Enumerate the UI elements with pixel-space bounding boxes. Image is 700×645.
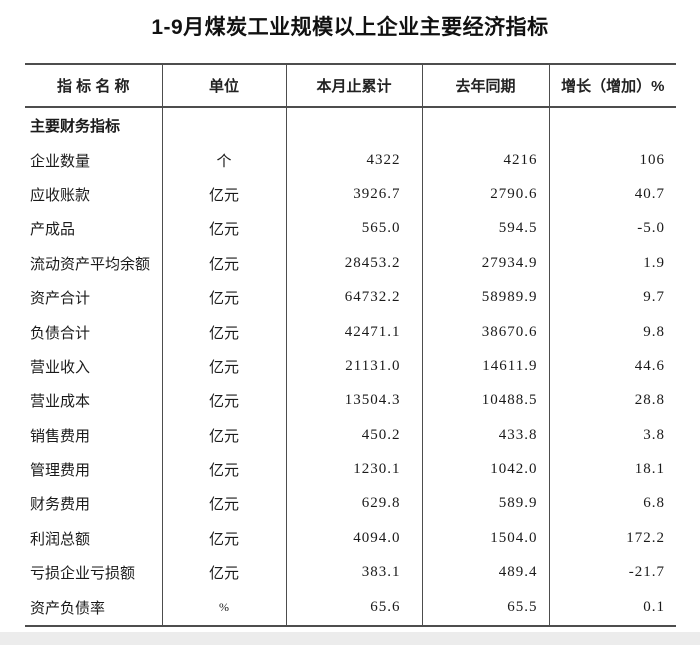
cell-unit: 亿元 xyxy=(162,314,287,350)
cell-last-year: 1504.0 xyxy=(422,521,550,556)
empty-cell xyxy=(162,107,287,144)
cell-growth: 9.7 xyxy=(643,289,665,306)
cell-indicator-name: 管理费用 xyxy=(25,452,163,487)
cell-growth: 44.6 xyxy=(634,357,665,374)
col-header-month-cumulative: 本月止累计 xyxy=(286,64,423,108)
cell-last-year: 1042.0 xyxy=(422,452,550,487)
table-row: 资产合计 亿元 64732.2 58989.9 9.7 xyxy=(25,280,676,315)
cell-unit: 亿元 xyxy=(162,486,287,522)
cell-indicator-name: 产成品 xyxy=(25,211,163,247)
cell-current-cumulative: 13504.3 xyxy=(286,383,423,419)
cell-indicator-name: 亏损企业亏损额 xyxy=(25,555,163,590)
section-row: 主要财务指标 xyxy=(25,107,676,144)
col-header-indicator-name: 指 标 名 称 xyxy=(25,64,163,108)
cell-unit: 亿元 xyxy=(162,418,287,453)
cell-current-cumulative: 4322 xyxy=(286,143,423,178)
cell-growth: 6.8 xyxy=(643,495,665,512)
cell-growth: 106 xyxy=(639,151,665,168)
cell-indicator-name: 销售费用 xyxy=(25,418,163,453)
economic-indicators-table: 指 标 名 称 单位 本月止累计 去年同期 增长（增加）% 主要财务指标 企业数… xyxy=(25,63,676,627)
cell-current-cumulative: 64732.2 xyxy=(286,280,423,315)
page-title: 1-9月煤炭工业规模以上企业主要经济指标 xyxy=(151,16,549,39)
cell-indicator-name: 利润总额 xyxy=(25,521,163,556)
cell-indicator-name: 财务费用 xyxy=(25,486,163,522)
cell-unit: 亿元 xyxy=(162,280,287,315)
cell-indicator-name: 营业成本 xyxy=(25,383,163,419)
cell-growth: 28.8 xyxy=(634,392,665,409)
table-row: 利润总额 亿元 4094.0 1504.0 172.2 xyxy=(25,521,676,556)
cell-unit: 亿元 xyxy=(162,521,287,556)
cell-last-year: 2790.6 xyxy=(422,177,550,212)
cell-current-cumulative: 42471.1 xyxy=(286,314,423,350)
cell-unit: 亿元 xyxy=(162,555,287,590)
col-header-last-year-same-period: 去年同期 xyxy=(422,64,550,108)
cell-last-year: 589.9 xyxy=(422,486,550,522)
cell-growth: 40.7 xyxy=(634,186,665,203)
empty-cell xyxy=(549,107,676,143)
cell-growth: -5.0 xyxy=(637,220,665,237)
table-row: 产成品 亿元 565.0 594.5 -5.0 xyxy=(25,211,676,247)
cell-current-cumulative: 4094.0 xyxy=(286,521,423,556)
cell-last-year: 594.5 xyxy=(422,211,550,247)
cell-growth: 18.1 xyxy=(634,461,665,478)
cell-unit: 亿元 xyxy=(162,177,287,212)
cell-indicator-name: 企业数量 xyxy=(25,143,163,178)
cell-last-year: 27934.9 xyxy=(422,246,550,281)
cell-indicator-name: 负债合计 xyxy=(25,314,163,350)
cell-current-cumulative: 450.2 xyxy=(286,418,423,453)
table-row: 负债合计 亿元 42471.1 38670.6 9.8 xyxy=(25,314,676,350)
cell-last-year: 433.8 xyxy=(422,418,550,453)
cell-current-cumulative: 3926.7 xyxy=(286,177,423,212)
table-row: 销售费用 亿元 450.2 433.8 3.8 xyxy=(25,418,676,453)
cell-unit: 个 xyxy=(162,143,287,178)
cell-growth: 9.8 xyxy=(643,323,665,340)
cell-indicator-name: 应收账款 xyxy=(25,177,163,212)
cell-current-cumulative: 65.6 xyxy=(286,589,423,626)
section-title: 主要财务指标 xyxy=(25,107,163,144)
cell-current-cumulative: 565.0 xyxy=(286,211,423,247)
page-bottom-strip xyxy=(0,632,700,645)
cell-current-cumulative: 383.1 xyxy=(286,555,423,590)
cell-last-year: 58989.9 xyxy=(422,280,550,315)
header-row: 指 标 名 称 单位 本月止累计 去年同期 增长（增加）% xyxy=(25,64,676,108)
table-row: 资产负债率 % 65.6 65.5 0.1 xyxy=(25,589,676,626)
table-row: 营业成本 亿元 13504.3 10488.5 28.8 xyxy=(25,383,676,419)
table-row: 流动资产平均余额 亿元 28453.2 27934.9 1.9 xyxy=(25,246,676,281)
cell-last-year: 65.5 xyxy=(422,589,550,626)
cell-indicator-name: 营业收入 xyxy=(25,349,163,384)
table-row: 财务费用 亿元 629.8 589.9 6.8 xyxy=(25,486,676,522)
cell-current-cumulative: 21131.0 xyxy=(286,349,423,384)
table-row: 管理费用 亿元 1230.1 1042.0 18.1 xyxy=(25,452,676,487)
cell-current-cumulative: 1230.1 xyxy=(286,452,423,487)
table-row: 营业收入 亿元 21131.0 14611.9 44.6 xyxy=(25,349,676,384)
cell-last-year: 38670.6 xyxy=(422,314,550,350)
cell-current-cumulative: 629.8 xyxy=(286,486,423,522)
cell-growth: -21.7 xyxy=(628,564,665,581)
empty-cell xyxy=(286,107,423,144)
cell-growth: 172.2 xyxy=(626,529,665,546)
table-row: 应收账款 亿元 3926.7 2790.6 40.7 xyxy=(25,177,676,212)
cell-unit: 亿元 xyxy=(162,246,287,281)
cell-growth: 3.8 xyxy=(643,426,665,443)
cell-indicator-name: 资产负债率 xyxy=(25,589,163,626)
cell-unit: 亿元 xyxy=(162,211,287,247)
cell-last-year: 10488.5 xyxy=(422,383,550,419)
cell-unit: 亿元 xyxy=(162,383,287,419)
cell-last-year: 489.4 xyxy=(422,555,550,590)
cell-indicator-name: 资产合计 xyxy=(25,280,163,315)
cell-growth: 1.9 xyxy=(643,254,665,271)
empty-cell xyxy=(422,107,550,144)
cell-growth: 0.1 xyxy=(643,598,665,615)
col-header-unit: 单位 xyxy=(162,64,287,108)
col-header-growth-percent: 增长（增加）% xyxy=(549,64,676,108)
cell-unit: 亿元 xyxy=(162,452,287,487)
cell-current-cumulative: 28453.2 xyxy=(286,246,423,281)
cell-unit: % xyxy=(162,589,287,626)
cell-indicator-name: 流动资产平均余额 xyxy=(25,246,163,281)
cell-last-year: 4216 xyxy=(422,143,550,178)
table-row: 亏损企业亏损额 亿元 383.1 489.4 -21.7 xyxy=(25,555,676,590)
table-row: 企业数量 个 4322 4216 106 xyxy=(25,143,676,178)
cell-unit: 亿元 xyxy=(162,349,287,384)
cell-last-year: 14611.9 xyxy=(422,349,550,384)
